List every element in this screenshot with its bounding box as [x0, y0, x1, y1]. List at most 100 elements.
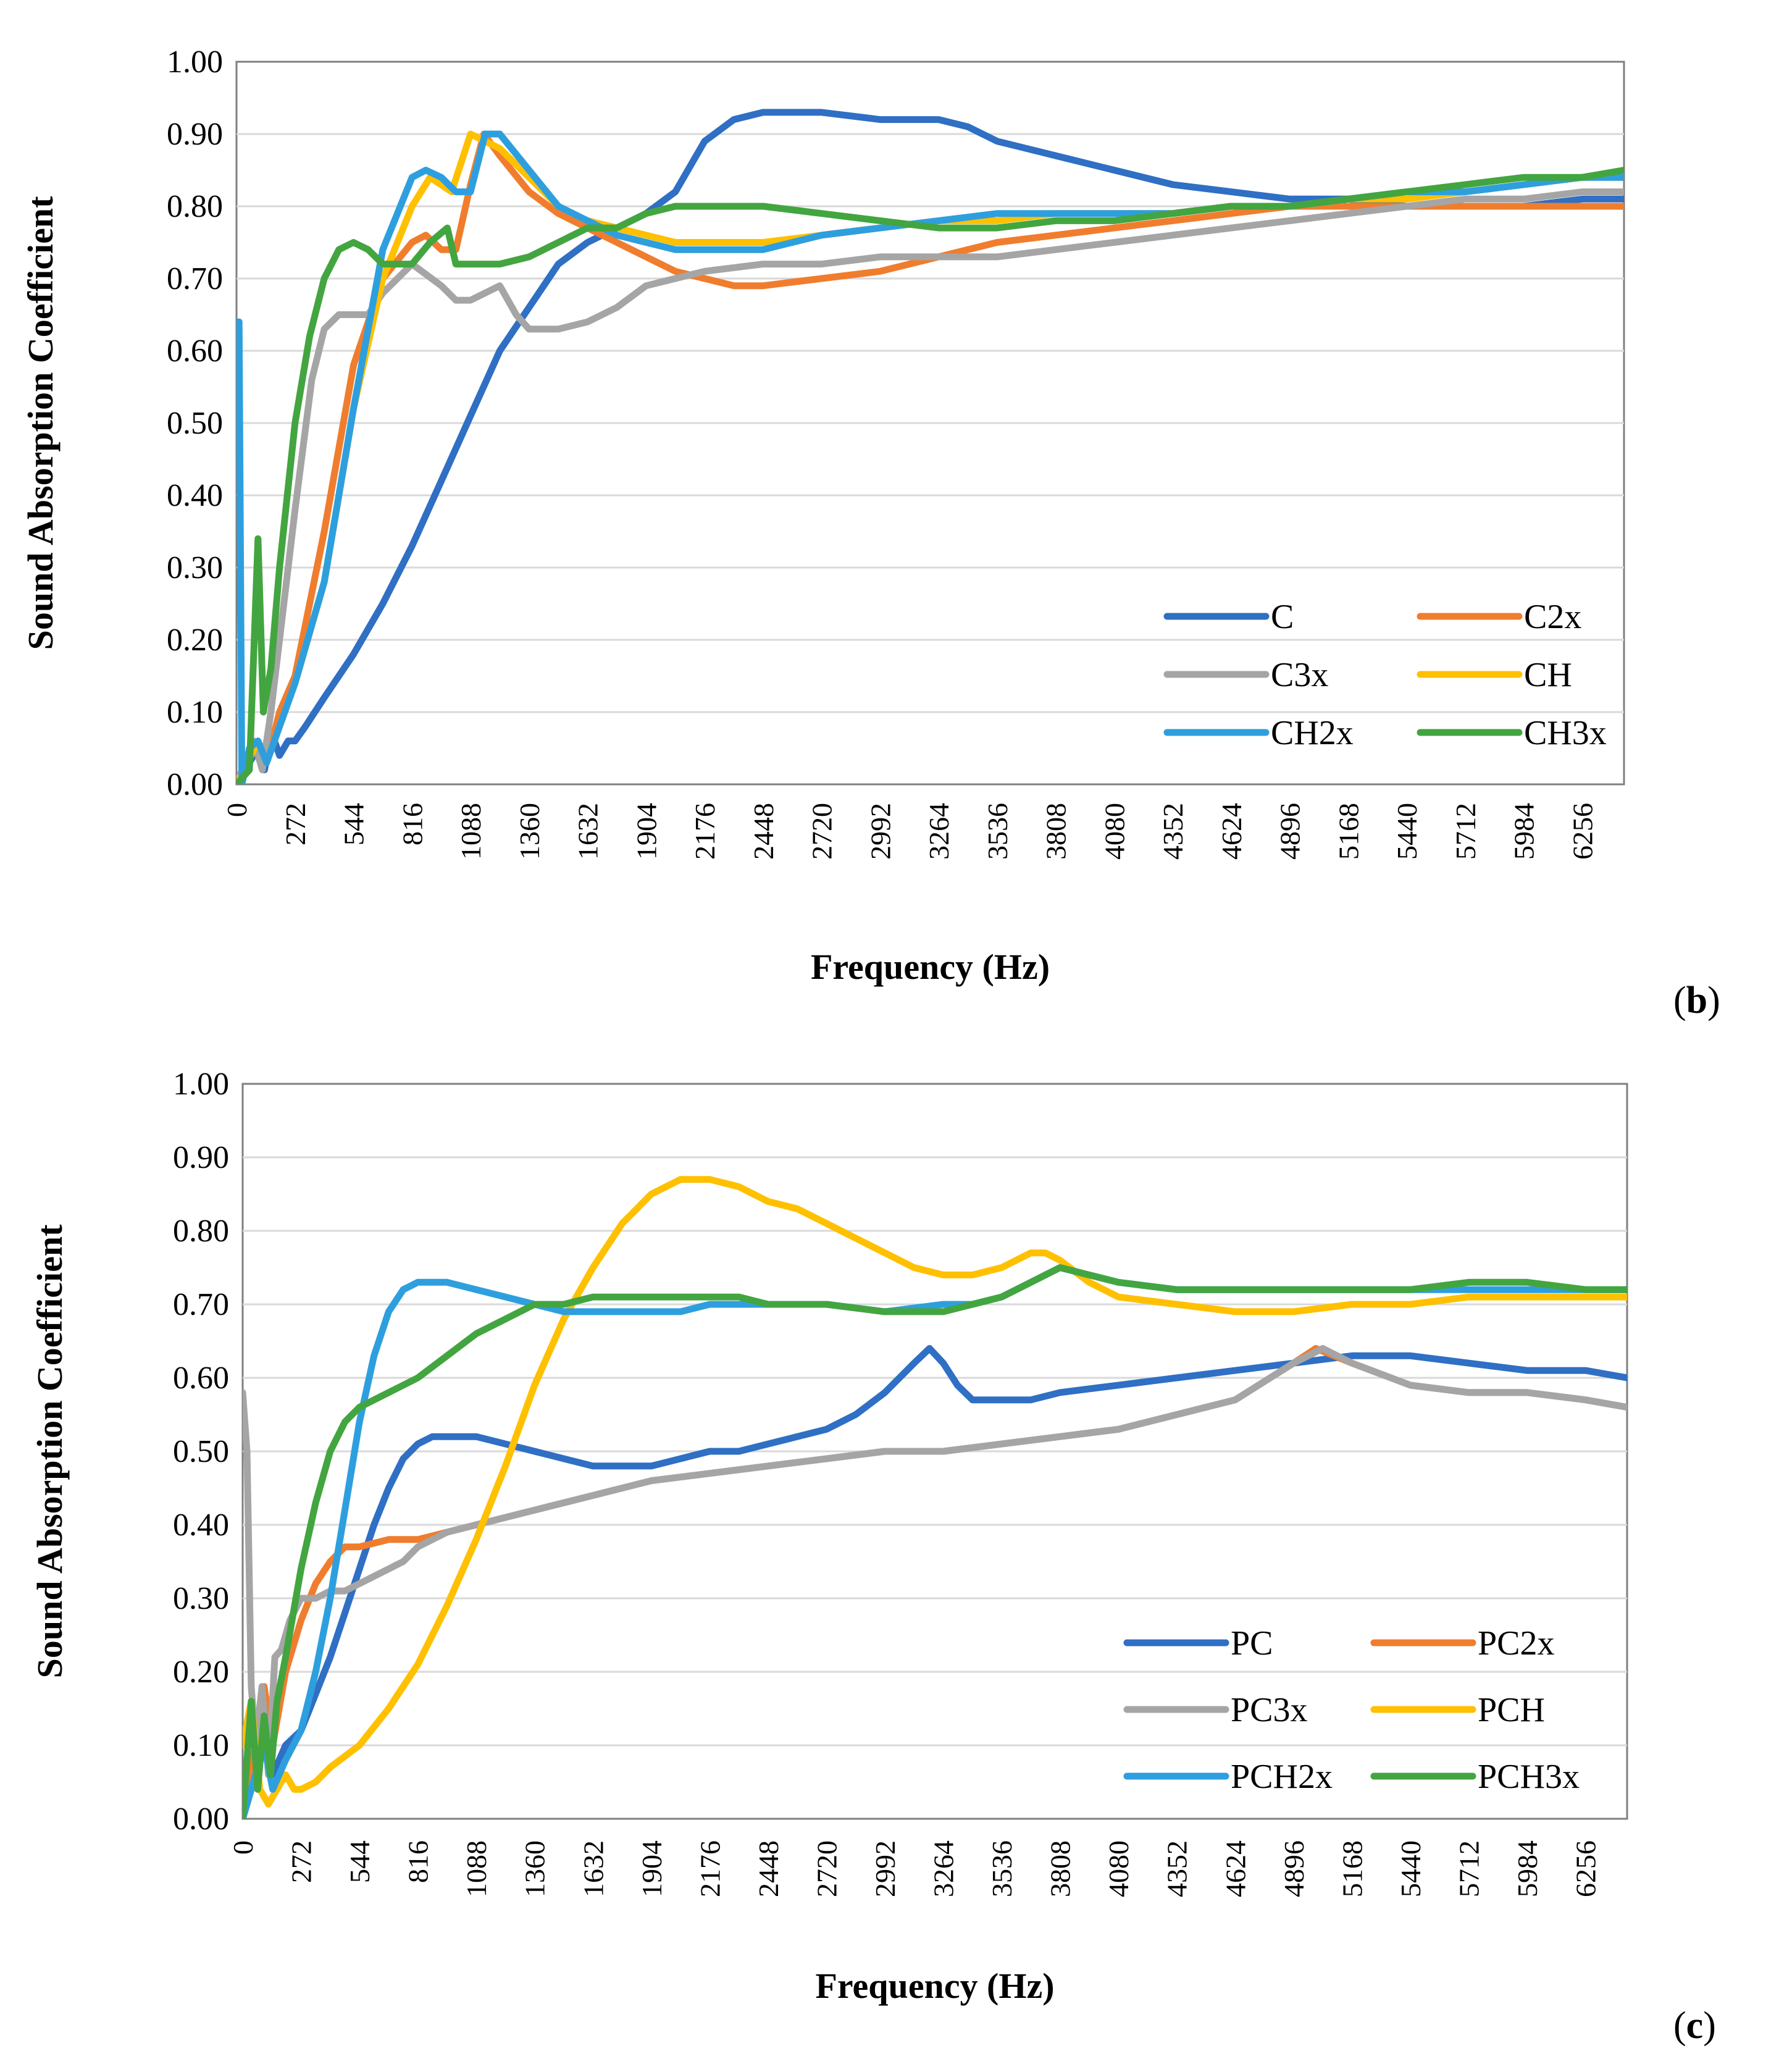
y-tick-label: 0.10 — [167, 695, 223, 730]
x-tick-label: 5984 — [1512, 1840, 1543, 1897]
x-tick-label: 5712 — [1450, 803, 1481, 860]
chart-panel-b: 0.00 0.10 0.20 0.30 0.40 0.50 0.60 0.70 0.80 0.90… — [20, 44, 1720, 1021]
y-tick-label: 0.90 — [173, 1140, 229, 1175]
y-tick-label: 0.90 — [167, 117, 223, 152]
y-tick-label: 0.80 — [167, 189, 223, 224]
x-tick-label: 2720 — [811, 1840, 842, 1897]
x-tick-label: 1360 — [514, 803, 545, 860]
y-tick-label: 0.80 — [173, 1214, 229, 1249]
legend-label: C3x — [1271, 656, 1328, 694]
x-tick-label: 5984 — [1509, 803, 1540, 860]
y-axis-title: Sound Absorption Coefficient — [30, 1224, 70, 1678]
x-tick-label: 6256 — [1567, 803, 1598, 860]
x-tick-label: 1088 — [455, 803, 487, 860]
series-line-pch — [243, 1176, 1627, 1808]
x-axis-title: Frequency (Hz) — [811, 947, 1050, 987]
x-tick-label: 4896 — [1278, 1840, 1310, 1897]
legend-label: CH2x — [1271, 714, 1354, 752]
y-tick-label: 0.00 — [173, 1801, 229, 1837]
y-tick-label: 1.00 — [167, 44, 223, 80]
y-tick-label: 0.30 — [167, 550, 223, 585]
x-tick-label: 6256 — [1570, 1840, 1602, 1897]
x-tick-label: 4624 — [1216, 803, 1247, 860]
x-tick-label: 2448 — [753, 1840, 784, 1897]
x-tick-label: 1632 — [577, 1840, 609, 1897]
x-tick-label: 4624 — [1220, 1840, 1251, 1897]
y-tick-label: 0.50 — [167, 406, 223, 441]
x-tick-label: 3808 — [1040, 803, 1072, 860]
panel-label: (b) — [1673, 979, 1720, 1021]
y-tick-label: 0.70 — [167, 261, 223, 296]
x-tick-label: 1360 — [519, 1840, 551, 1897]
y-tick-label: 0.20 — [167, 623, 223, 658]
x-tick-label: 272 — [280, 803, 311, 845]
x-tick-label: 1904 — [636, 1840, 668, 1897]
x-tick-label: 1632 — [572, 803, 604, 860]
x-tick-label: 4080 — [1103, 1840, 1134, 1897]
series-line-pc3x — [243, 1344, 1627, 1779]
series-group — [243, 1176, 1627, 1819]
legend-label: CH3x — [1524, 714, 1607, 752]
y-tick-label: 0.50 — [173, 1434, 229, 1469]
legend-label: CH — [1524, 656, 1572, 694]
x-tick-label: 1904 — [630, 803, 662, 860]
x-tick-label: 272 — [286, 1840, 317, 1883]
x-tick-label: 2992 — [864, 803, 896, 860]
x-tick-label: 3536 — [982, 803, 1013, 860]
y-tick-label: 0.60 — [167, 333, 223, 369]
series-line-c — [237, 109, 1624, 784]
series-line-pch3x — [243, 1264, 1627, 1819]
x-tick-label: 2448 — [748, 803, 779, 860]
x-axis-title: Frequency (Hz) — [815, 1966, 1054, 2006]
series-line-ch3x — [237, 167, 1624, 784]
series-group — [237, 109, 1624, 784]
y-tick-label: 0.70 — [173, 1287, 229, 1322]
y-tick-label: 0.40 — [173, 1508, 229, 1543]
x-tick-label: 5168 — [1336, 1840, 1368, 1897]
panel-label: (c) — [1673, 2005, 1716, 2047]
legend-label: PCH3x — [1478, 1758, 1580, 1796]
x-tick-label: 4896 — [1275, 803, 1306, 860]
x-tick-label: 816 — [403, 1840, 434, 1883]
y-tick-label: 0.20 — [173, 1655, 229, 1690]
x-tick-label: 5440 — [1391, 803, 1423, 860]
y-tick-label: 0.00 — [167, 767, 223, 802]
chart-panel-c: 0.00 0.10 0.20 0.30 0.40 0.50 0.60 0.70 0.80 0.90… — [30, 1067, 1716, 2047]
x-tick-label: 3264 — [923, 803, 955, 860]
legend-label: C2x — [1524, 598, 1581, 636]
x-tick-label: 2176 — [689, 803, 721, 860]
x-tick-label: 3536 — [986, 1840, 1018, 1897]
x-tick-label: 544 — [338, 803, 370, 845]
x-tick-label: 4352 — [1157, 803, 1189, 860]
x-tick-label: 3808 — [1045, 1840, 1076, 1897]
x-tick-label: 544 — [344, 1840, 375, 1883]
legend-label: PC3x — [1231, 1691, 1308, 1729]
series-line-pc — [243, 1344, 1627, 1819]
x-tick-label: 5712 — [1453, 1840, 1484, 1897]
legend-label: PCH — [1478, 1691, 1545, 1729]
legend-label: PCH2x — [1231, 1758, 1333, 1796]
x-tick-label: 1088 — [461, 1840, 492, 1897]
legend: PC PC2x PC3x PCH PCH2x PCH3x — [1123, 1624, 1580, 1796]
y-tick-label: 1.00 — [173, 1067, 229, 1102]
x-tick-label: 0 — [227, 1840, 259, 1855]
x-tick-label: 5440 — [1395, 1840, 1426, 1897]
x-tick-label: 0 — [221, 803, 253, 817]
y-tick-label: 0.30 — [173, 1581, 229, 1616]
x-tick-label: 2992 — [869, 1840, 901, 1897]
legend: C C2x C3x CH CH2x CH3x — [1163, 598, 1607, 752]
x-tick-label: 816 — [396, 803, 428, 845]
series-line-c3x — [237, 188, 1624, 784]
x-tick-label: 3264 — [928, 1840, 960, 1897]
y-tick-label: 0.60 — [173, 1361, 229, 1396]
legend-label: C — [1271, 598, 1294, 636]
x-tick-label: 2720 — [806, 803, 838, 860]
y-axis-title: Sound Absorption Coefficient — [20, 196, 61, 650]
y-tick-label: 0.40 — [167, 478, 223, 513]
x-tick-label: 4352 — [1162, 1840, 1193, 1897]
x-tick-label: 5168 — [1333, 803, 1364, 860]
y-tick-label: 0.10 — [173, 1728, 229, 1763]
legend-label: PC — [1231, 1624, 1273, 1663]
x-tick-label: 2176 — [694, 1840, 726, 1897]
